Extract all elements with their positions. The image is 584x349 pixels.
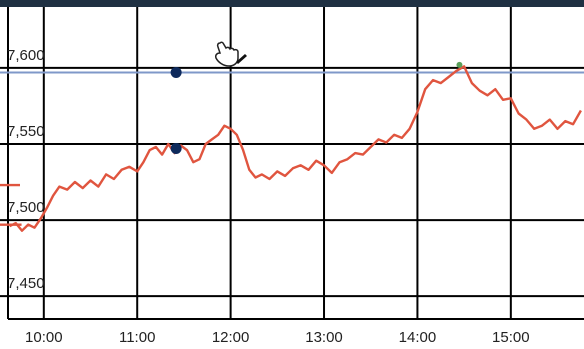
x-tick-label: 13:00 bbox=[305, 329, 343, 346]
top-header-bar bbox=[0, 0, 584, 7]
pointer-hand-icon[interactable] bbox=[215, 41, 247, 67]
y-axis-labels: 7,450 7,500 7,550 7,600 bbox=[7, 47, 45, 292]
y-tick-label: 7,450 bbox=[7, 275, 45, 292]
x-axis-labels: 10:00 11:00 12:00 13:00 14:00 15:00 bbox=[25, 329, 530, 346]
y-tick-label: 7,500 bbox=[7, 199, 45, 216]
x-tick-label: 11:00 bbox=[119, 329, 155, 346]
marker-layer bbox=[170, 61, 463, 155]
marker-dot bbox=[170, 66, 182, 78]
price-line bbox=[9, 65, 582, 232]
x-tick-label: 15:00 bbox=[492, 329, 530, 346]
x-tick-label: 10:00 bbox=[25, 329, 63, 346]
x-tick-label: 12:00 bbox=[212, 329, 250, 346]
y-tick-label: 7,600 bbox=[7, 47, 45, 64]
peak-marker bbox=[456, 61, 463, 68]
marker-dot bbox=[170, 143, 182, 155]
grid bbox=[0, 7, 584, 320]
x-tick-label: 14:00 bbox=[399, 329, 437, 346]
series-layer bbox=[0, 65, 582, 232]
y-tick-label: 7,550 bbox=[7, 123, 45, 140]
